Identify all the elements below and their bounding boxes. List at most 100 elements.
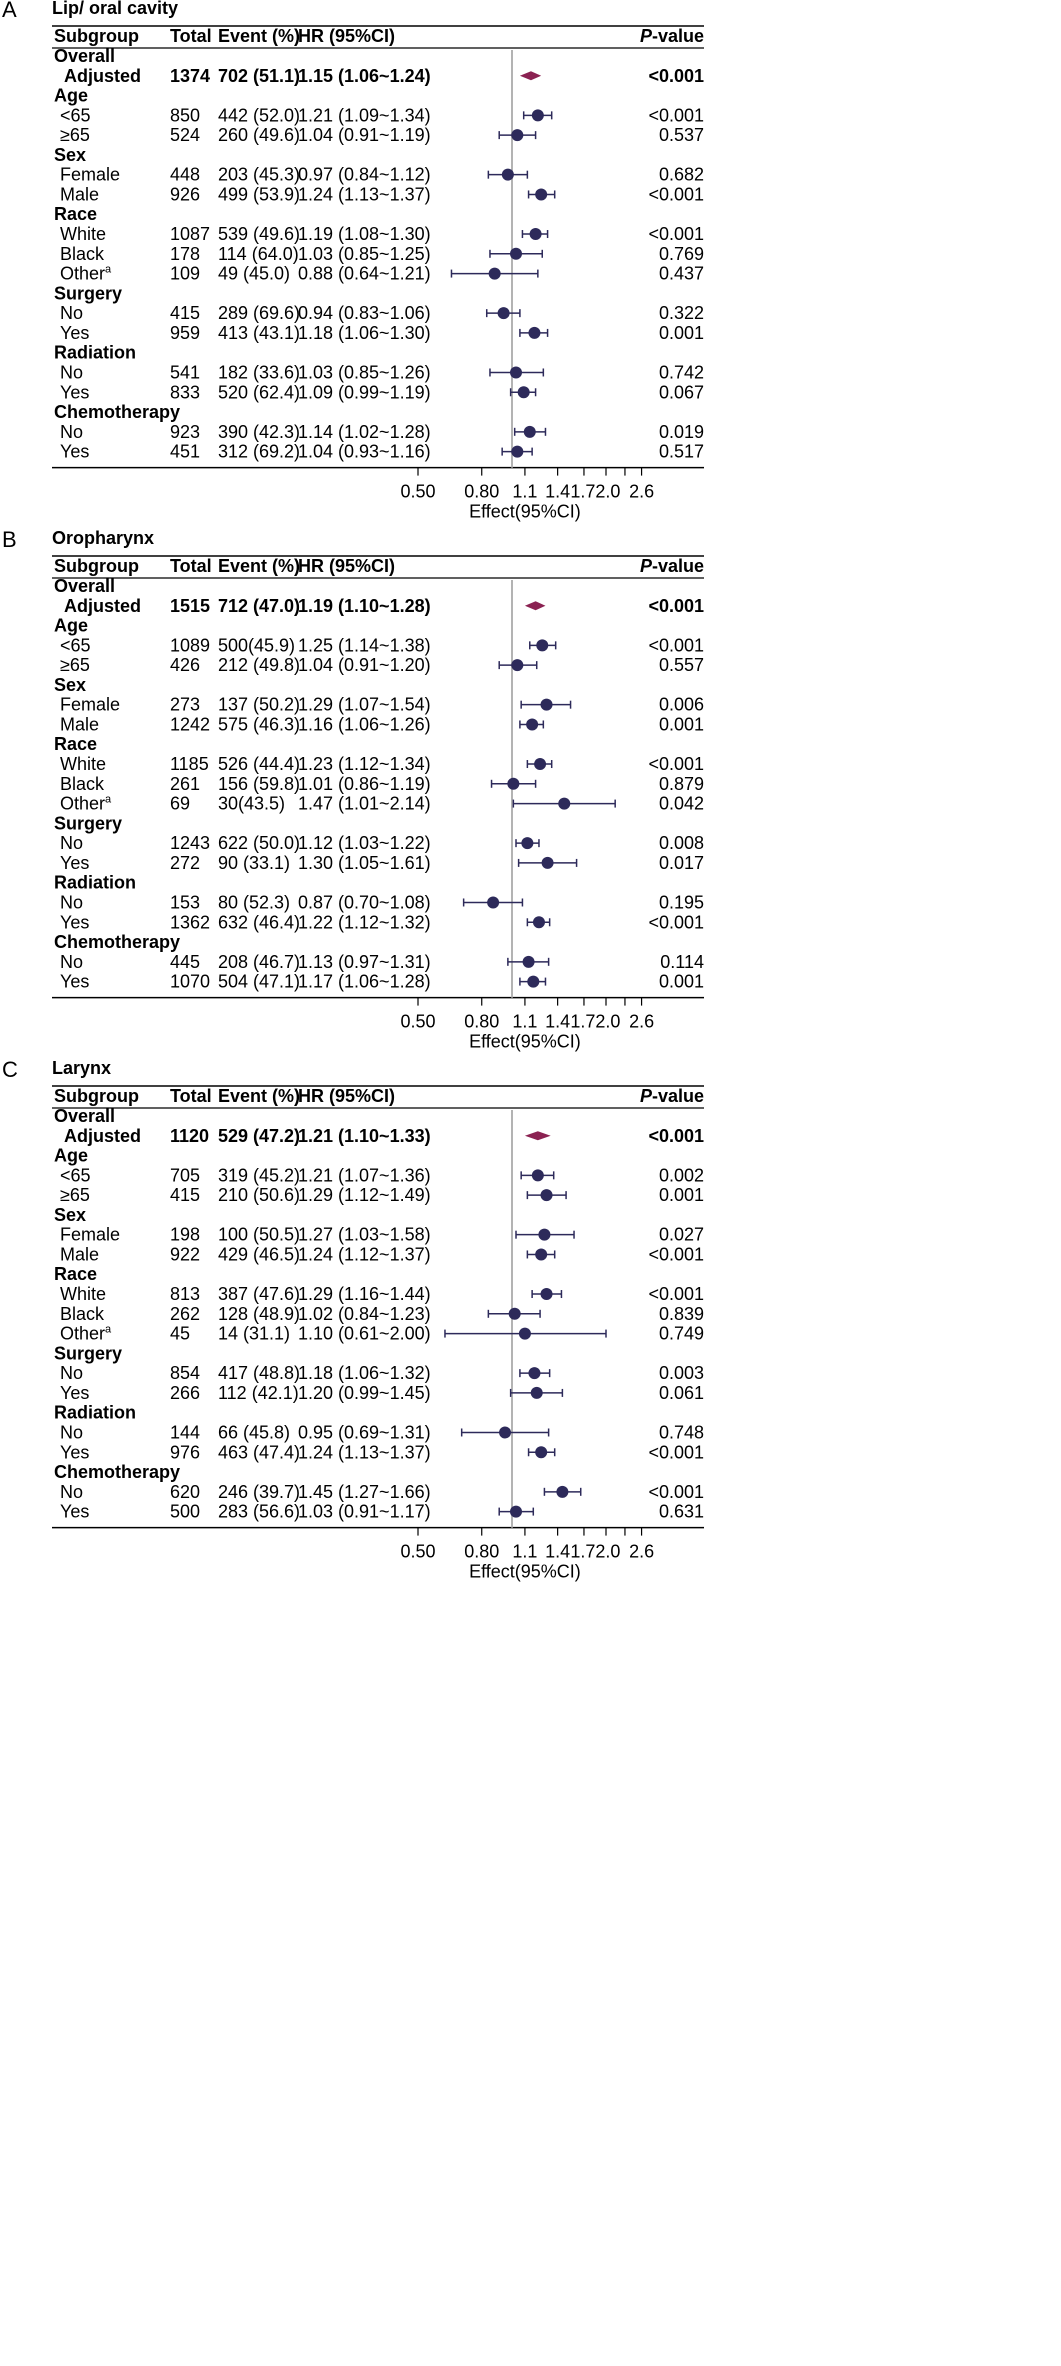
row-total: 620 (170, 1482, 200, 1502)
row-total: 1089 (170, 635, 210, 655)
point-estimate (540, 698, 553, 711)
row-total: 976 (170, 1442, 200, 1462)
row-total: 1070 (170, 972, 210, 992)
column-header-total: Total (170, 556, 212, 576)
row-hr: 1.29 (1.12~1.49) (298, 1185, 431, 1205)
column-header-total: Total (170, 26, 212, 46)
point-estimate (541, 856, 554, 869)
panel-letter: B (2, 527, 17, 552)
row-event: 504 (47.1) (218, 972, 300, 992)
row-hr: 1.47 (1.01~2.14) (298, 794, 431, 814)
row-total: 705 (170, 1165, 200, 1185)
row-hr: 1.18 (1.06~1.30) (298, 323, 431, 343)
row-event: 463 (47.4) (218, 1442, 300, 1462)
group-label: Chemotherapy (54, 932, 180, 952)
row-hr: 1.19 (1.08~1.30) (298, 224, 431, 244)
superscript: a (105, 1324, 112, 1336)
x-tick-label: 1.72.0 (570, 1012, 620, 1032)
row-p-value: 0.008 (659, 833, 704, 853)
row-label: White (60, 754, 106, 774)
point-estimate (522, 955, 535, 968)
row-event: 203 (45.3) (218, 165, 300, 185)
point-estimate (511, 659, 524, 672)
row-total: 45 (170, 1324, 190, 1344)
group-label: Overall (54, 46, 115, 66)
row-total: 541 (170, 362, 200, 382)
point-estimate (540, 1288, 553, 1301)
row-hr: 1.14 (1.02~1.28) (298, 422, 431, 442)
row-hr: 1.10 (0.61~2.00) (298, 1324, 431, 1344)
row-total: 109 (170, 264, 200, 284)
x-tick-label: 2.6 (629, 1012, 654, 1032)
panel-title: Larynx (52, 1058, 111, 1078)
row-label: No (60, 1422, 83, 1442)
row-event: 413 (43.1) (218, 323, 300, 343)
row-total: 1243 (170, 833, 210, 853)
column-header-p-value: P-value (640, 556, 704, 576)
row-p-value: 0.839 (659, 1304, 704, 1324)
group-label: Sex (54, 1205, 86, 1225)
row-p-value: 0.067 (659, 382, 704, 402)
row-event: 520 (62.4) (218, 382, 300, 402)
row-hr: 1.30 (1.05~1.61) (298, 853, 431, 873)
point-estimate (526, 718, 539, 731)
group-label: Surgery (54, 1343, 122, 1363)
row-p-value: 0.042 (659, 794, 704, 814)
point-estimate (531, 109, 544, 122)
point-estimate (534, 758, 547, 771)
row-total: 272 (170, 853, 200, 873)
point-estimate (487, 896, 500, 909)
row-hr: 1.03 (0.85~1.25) (298, 244, 431, 264)
column-header-subgroup: Subgroup (54, 556, 139, 576)
x-tick-label: 0.50 (400, 482, 435, 502)
row-event: 246 (39.7) (218, 1482, 300, 1502)
row-label: Othera (60, 1324, 112, 1344)
row-hr: 1.29 (1.07~1.54) (298, 695, 431, 715)
row-label: ≥65 (60, 1185, 90, 1205)
point-estimate (536, 639, 549, 652)
row-p-value: 0.002 (659, 1165, 704, 1185)
row-hr: 1.03 (0.85~1.26) (298, 362, 431, 382)
row-total: 959 (170, 323, 200, 343)
column-header-subgroup: Subgroup (54, 1086, 139, 1106)
panel-title: Lip/ oral cavity (52, 0, 178, 18)
group-label: Radiation (54, 343, 136, 363)
row-label: No (60, 833, 83, 853)
row-hr: 1.25 (1.14~1.38) (298, 635, 431, 655)
point-estimate (527, 975, 540, 988)
p-italic: P (640, 1086, 653, 1106)
forest-panel-b: B Oropharynx Subgroup Total Event (%)HR (95%… (2, 527, 704, 1052)
column-header-p-value: P-value (640, 1086, 704, 1106)
column-header-p-value: P-value (640, 26, 704, 46)
row-hr: 0.88 (0.64~1.21) (298, 264, 431, 284)
overall-total: 1515 (170, 596, 210, 616)
column-header-total: Total (170, 1086, 212, 1106)
x-axis-label: Effect(95%CI) (469, 502, 581, 522)
row-p-value: 0.017 (659, 853, 704, 873)
row-hr: 1.04 (0.91~1.19) (298, 125, 431, 145)
row-label: Yes (60, 853, 89, 873)
row-event: 526 (44.4) (218, 754, 300, 774)
row-hr: 1.24 (1.13~1.37) (298, 1442, 431, 1462)
row-hr: 1.13 (0.97~1.31) (298, 952, 431, 972)
column-header-hr: HR (95%CI) (298, 26, 395, 46)
row-hr: 1.22 (1.12~1.32) (298, 912, 431, 932)
group-label: Age (54, 86, 88, 106)
row-hr: 0.87 (0.70~1.08) (298, 892, 431, 912)
row-label: No (60, 1363, 83, 1383)
row-total: 923 (170, 422, 200, 442)
row-label: No (60, 303, 83, 323)
row-p-value: <0.001 (648, 184, 704, 204)
row-label: ≥65 (60, 125, 90, 145)
point-estimate (501, 168, 514, 181)
row-hr: 0.95 (0.69~1.31) (298, 1422, 431, 1442)
row-hr: 1.24 (1.13~1.37) (298, 184, 431, 204)
row-total: 69 (170, 794, 190, 814)
point-estimate (511, 445, 524, 458)
x-axis-label: Effect(95%CI) (469, 1562, 581, 1582)
group-label: Age (54, 1146, 88, 1166)
superscript: a (105, 264, 112, 276)
row-label: White (60, 224, 106, 244)
panel-letter: A (2, 0, 17, 22)
row-label: ≥65 (60, 655, 90, 675)
